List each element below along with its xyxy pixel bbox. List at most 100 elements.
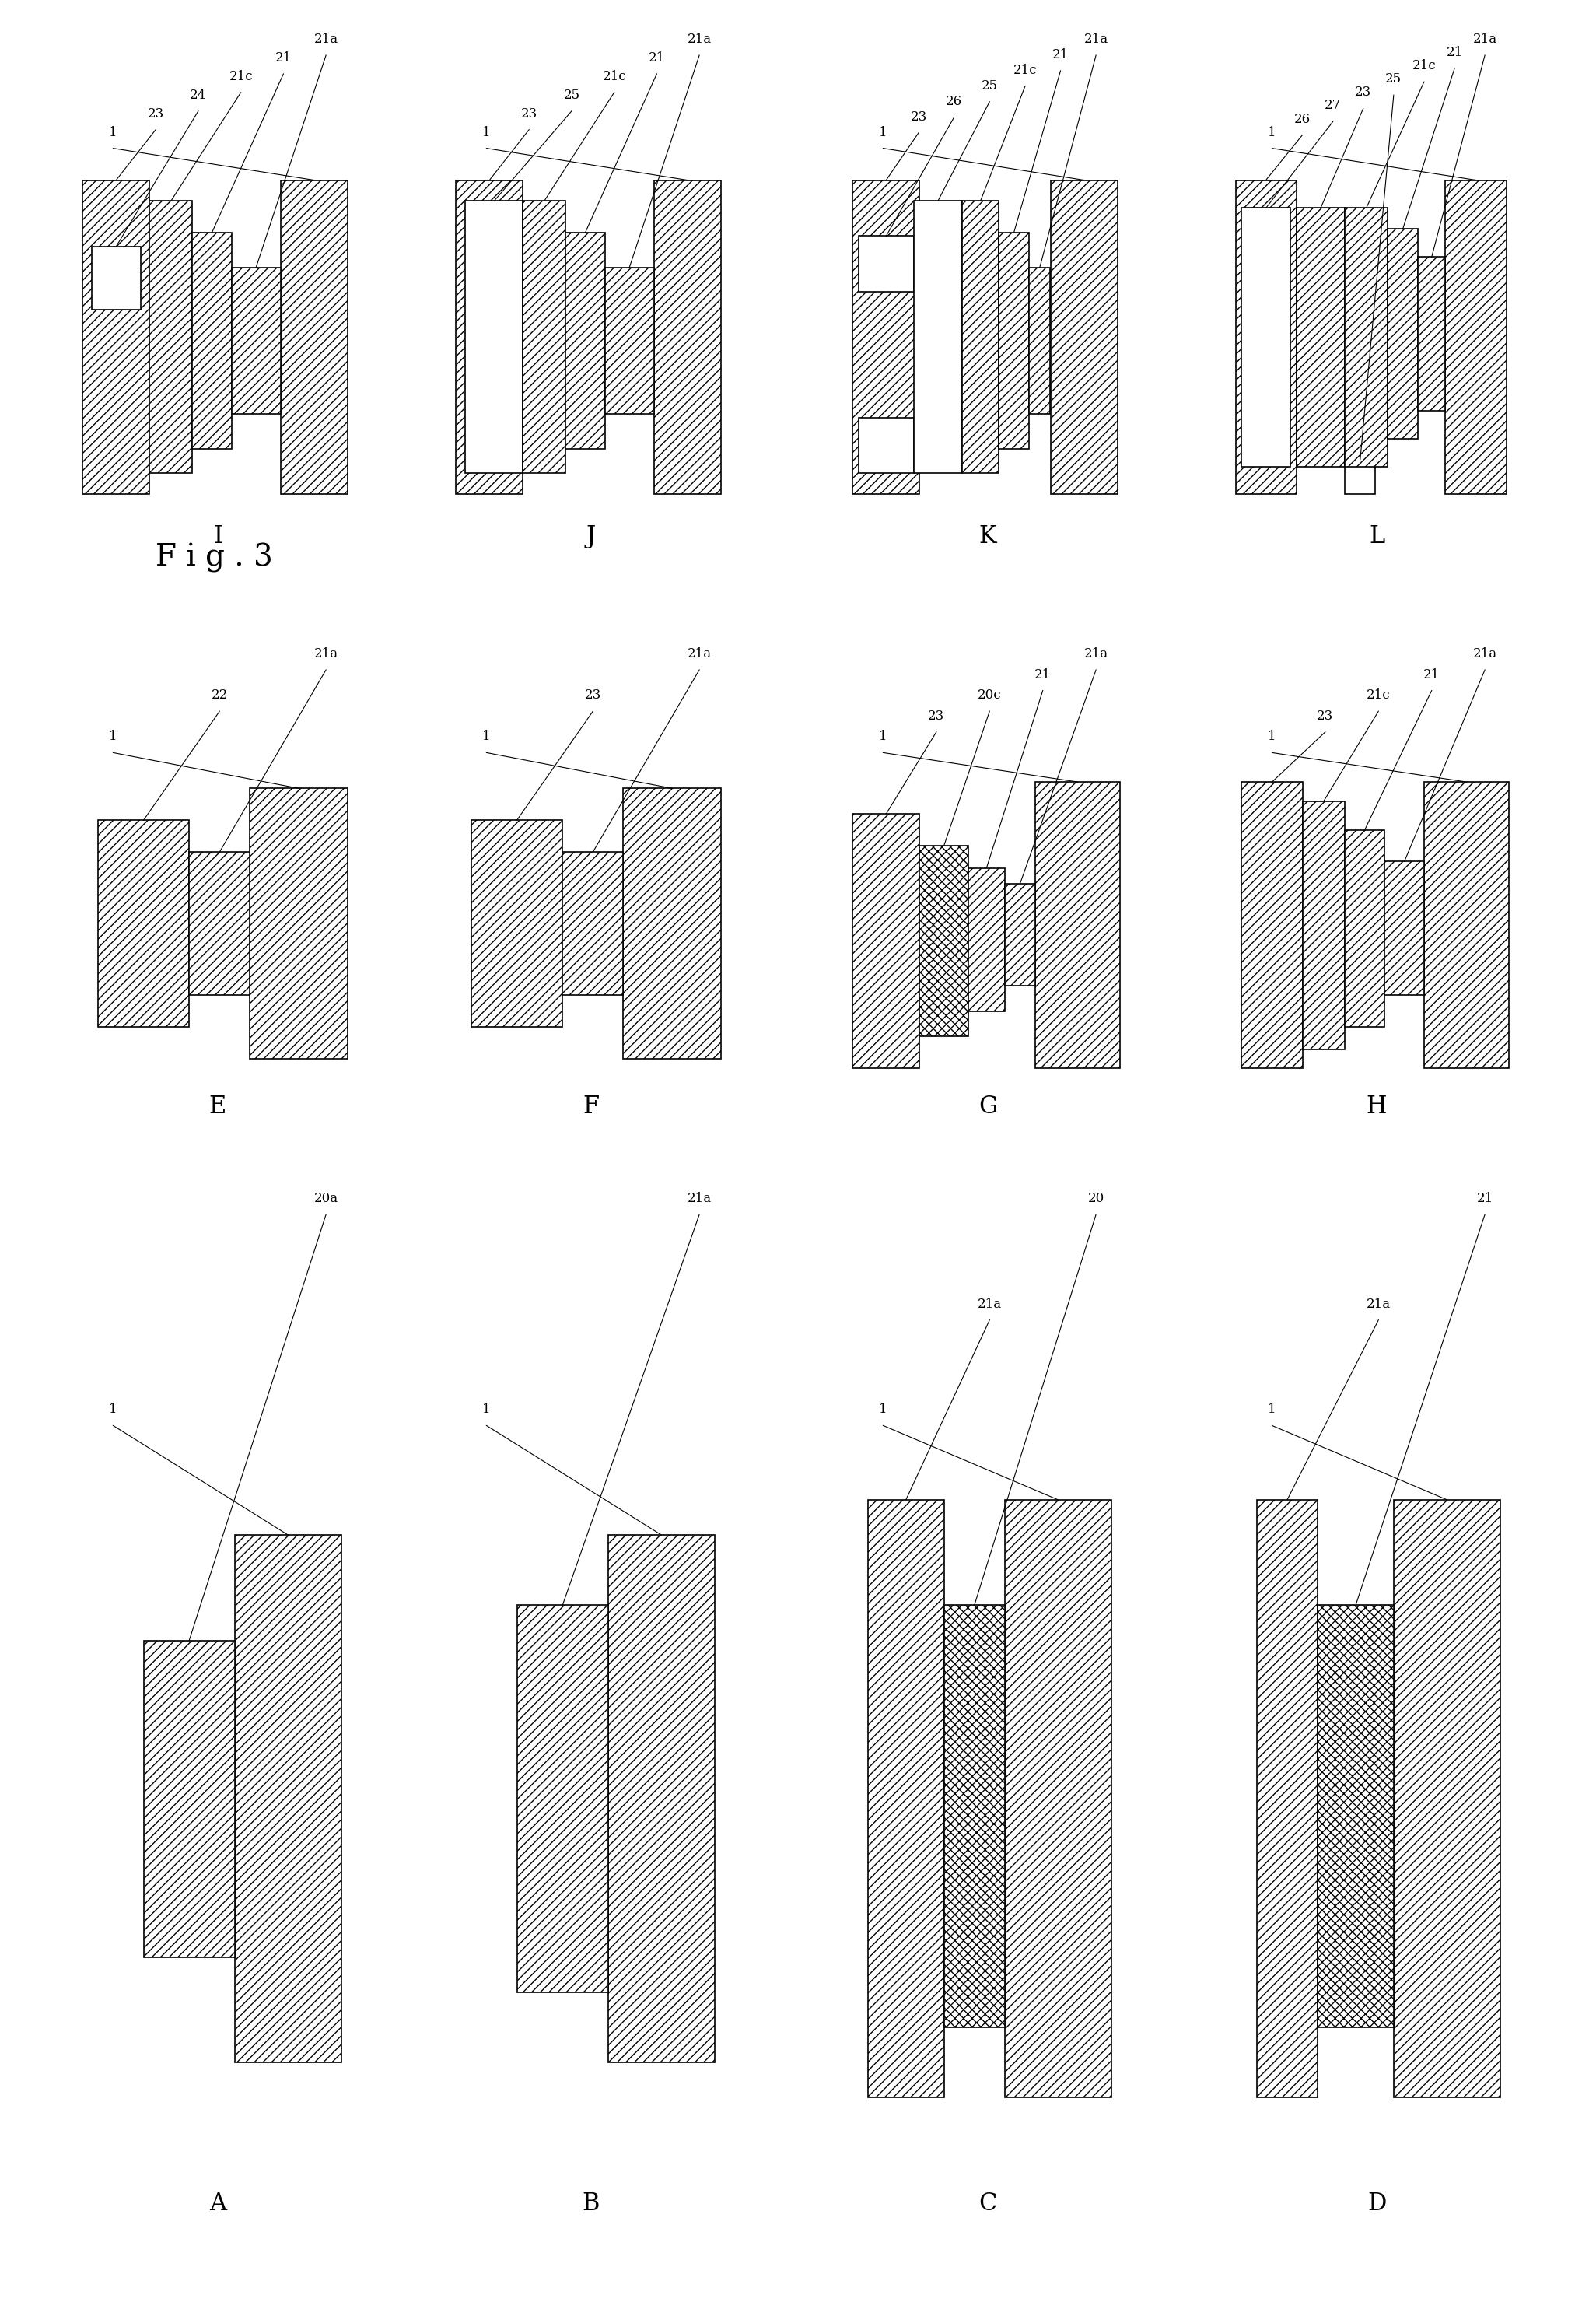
- Text: G: G: [978, 1094, 998, 1120]
- Text: 21: 21: [648, 51, 666, 65]
- Bar: [93, 246, 140, 309]
- Bar: [1036, 783, 1120, 1069]
- Bar: [1050, 181, 1117, 495]
- Bar: [1417, 258, 1446, 411]
- Text: 21a: 21a: [314, 33, 338, 46]
- Bar: [190, 853, 251, 994]
- Text: 23: 23: [1317, 709, 1334, 722]
- Bar: [1302, 801, 1345, 1050]
- Text: 21c: 21c: [1366, 688, 1390, 702]
- Text: 21a: 21a: [1084, 33, 1108, 46]
- Bar: [1256, 1501, 1318, 2098]
- Text: B: B: [583, 2191, 600, 2216]
- Text: 1: 1: [109, 729, 117, 743]
- Bar: [1005, 883, 1036, 985]
- Bar: [868, 1501, 943, 2098]
- Bar: [565, 232, 605, 448]
- Bar: [859, 237, 913, 293]
- Bar: [1345, 829, 1385, 1027]
- Text: 25: 25: [982, 79, 998, 93]
- Bar: [464, 202, 523, 474]
- Bar: [1296, 209, 1345, 467]
- Text: 24: 24: [190, 88, 206, 102]
- Text: 22: 22: [211, 688, 228, 702]
- Bar: [1235, 181, 1296, 495]
- Text: 21a: 21a: [314, 648, 338, 660]
- Bar: [1387, 230, 1417, 439]
- Bar: [1424, 783, 1510, 1069]
- Text: 21a: 21a: [977, 1299, 1002, 1310]
- Bar: [517, 1605, 608, 1993]
- Text: 21c: 21c: [602, 70, 626, 84]
- Bar: [1393, 1501, 1500, 2098]
- Text: A: A: [209, 2191, 227, 2216]
- Bar: [456, 181, 523, 495]
- Text: 20c: 20c: [978, 688, 1001, 702]
- Text: 21a: 21a: [1366, 1299, 1390, 1310]
- Bar: [192, 232, 231, 448]
- Text: 25: 25: [1385, 72, 1401, 86]
- Text: J: J: [586, 525, 595, 548]
- Bar: [235, 1536, 342, 2063]
- Bar: [1345, 460, 1376, 495]
- Text: 21: 21: [1446, 46, 1464, 58]
- Text: 1: 1: [482, 125, 490, 139]
- Bar: [1242, 783, 1302, 1069]
- Bar: [97, 820, 190, 1027]
- Text: F: F: [583, 1094, 600, 1120]
- Text: 21: 21: [1034, 669, 1052, 681]
- Bar: [969, 869, 1005, 1011]
- Text: 27: 27: [1325, 100, 1341, 112]
- Text: 1: 1: [109, 1403, 117, 1417]
- Bar: [281, 181, 348, 495]
- Bar: [852, 813, 919, 1069]
- Text: K: K: [978, 525, 996, 548]
- Bar: [605, 267, 654, 413]
- Bar: [999, 232, 1029, 448]
- Bar: [562, 853, 624, 994]
- Text: C: C: [978, 2191, 998, 2216]
- Bar: [859, 418, 913, 474]
- Text: 23: 23: [1355, 86, 1371, 100]
- Text: 1: 1: [482, 729, 490, 743]
- Text: D: D: [1368, 2191, 1387, 2216]
- Text: 21: 21: [1424, 669, 1440, 681]
- Bar: [943, 1605, 1005, 2028]
- Bar: [1242, 209, 1290, 467]
- Text: 21a: 21a: [1473, 648, 1497, 660]
- Bar: [624, 787, 721, 1059]
- Text: F i g . 3: F i g . 3: [155, 544, 273, 571]
- Text: 26: 26: [1294, 112, 1310, 125]
- Bar: [654, 181, 721, 495]
- Text: 1: 1: [879, 125, 887, 139]
- Text: 23: 23: [929, 709, 945, 722]
- Text: 21a: 21a: [688, 1192, 712, 1206]
- Text: 21c: 21c: [1013, 63, 1037, 77]
- Bar: [144, 1640, 235, 1956]
- Text: 26: 26: [946, 95, 962, 107]
- Bar: [1005, 1501, 1111, 2098]
- Bar: [1345, 209, 1387, 467]
- Bar: [523, 202, 565, 474]
- Bar: [83, 181, 150, 495]
- Text: 21: 21: [1476, 1192, 1494, 1206]
- Bar: [1318, 1605, 1393, 2028]
- Bar: [150, 202, 192, 474]
- Text: 25: 25: [563, 88, 579, 102]
- Bar: [919, 846, 969, 1036]
- Text: 23: 23: [147, 107, 164, 121]
- Text: 21: 21: [1052, 49, 1069, 60]
- Text: 21: 21: [275, 51, 292, 65]
- Bar: [471, 820, 562, 1027]
- Text: 21a: 21a: [688, 648, 712, 660]
- Text: 1: 1: [1267, 1403, 1277, 1417]
- Text: 1: 1: [879, 729, 887, 743]
- Text: 1: 1: [1267, 729, 1277, 743]
- Bar: [913, 202, 962, 474]
- Text: 23: 23: [910, 109, 927, 123]
- Text: L: L: [1369, 525, 1385, 548]
- Text: 21a: 21a: [1473, 33, 1497, 46]
- Bar: [1385, 862, 1424, 994]
- Bar: [608, 1536, 715, 2063]
- Bar: [231, 267, 281, 413]
